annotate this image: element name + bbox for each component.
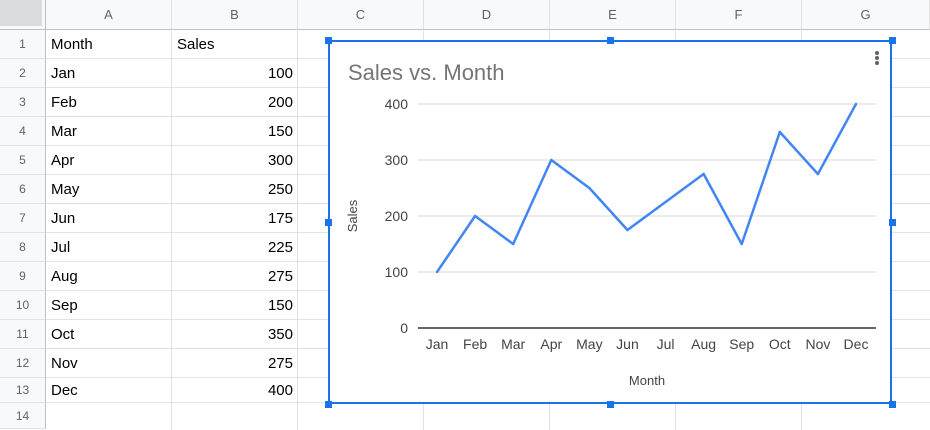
y-tick-label: 100 [385, 264, 409, 280]
cell-b10[interactable]: 150 [267, 297, 293, 314]
column-header-e[interactable]: E [550, 0, 676, 30]
x-tick-label: Aug [691, 336, 716, 352]
x-tick-label: Feb [463, 336, 487, 352]
cell-a5[interactable]: Apr [51, 152, 75, 169]
row-header-2[interactable]: 2 [0, 59, 46, 88]
data-point [664, 200, 667, 204]
cell-a8[interactable]: Jul [51, 239, 71, 256]
column-header-a[interactable]: A [46, 0, 172, 30]
column-header-b[interactable]: B [172, 0, 298, 30]
column-header-f[interactable]: F [676, 0, 802, 30]
column-header-g[interactable]: G [802, 0, 930, 30]
y-tick-label: 300 [385, 152, 409, 168]
cell-a1[interactable]: Month [51, 36, 93, 53]
cell-a12[interactable]: Nov [51, 355, 78, 372]
row-header-3[interactable]: 3 [0, 88, 46, 117]
resize-handle[interactable] [889, 37, 896, 44]
resize-handle[interactable] [325, 401, 332, 408]
x-tick-label: Mar [501, 336, 525, 352]
cell-b5[interactable]: 300 [267, 152, 293, 169]
data-point [588, 186, 591, 190]
data-point [626, 228, 629, 232]
cell-b2[interactable]: 100 [267, 65, 293, 82]
x-tick-label: Sep [729, 336, 754, 352]
cell-b8[interactable]: 225 [267, 239, 293, 256]
resize-handle[interactable] [607, 401, 614, 408]
cell-a3[interactable]: Feb [51, 94, 77, 111]
line-chart: Sales vs. Month 0 100 200 300 400 Jan Feb Mar Apr… [345, 60, 876, 388]
row-header-6[interactable]: 6 [0, 175, 46, 204]
y-tick-label: 400 [385, 96, 409, 112]
data-point [511, 242, 515, 246]
cell-b4[interactable]: 150 [267, 123, 293, 140]
x-axis-title: Month [629, 373, 665, 388]
row-header-10[interactable]: 10 [0, 291, 46, 320]
cell-b6[interactable]: 250 [267, 181, 293, 198]
cell-a4[interactable]: Mar [51, 123, 77, 140]
data-point [854, 102, 858, 106]
x-tick-label: Jul [657, 336, 675, 352]
cell-b3[interactable]: 200 [267, 94, 293, 111]
column-header-c[interactable]: C [298, 0, 424, 30]
row-header-1[interactable]: 1 [0, 30, 46, 59]
chart[interactable]: Sales vs. Month 0 100 200 300 400 Jan Feb Mar Apr… [328, 40, 892, 404]
chart-menu-icon[interactable] [874, 50, 880, 68]
chart-title: Sales vs. Month [348, 60, 505, 85]
x-tick-label: Jun [616, 336, 639, 352]
resize-handle[interactable] [889, 401, 896, 408]
cell-a11[interactable]: Oct [51, 326, 75, 343]
x-tick-label: Dec [844, 336, 869, 352]
resize-handle[interactable] [607, 37, 614, 44]
row-header-8[interactable]: 8 [0, 233, 46, 262]
data-point [702, 172, 705, 176]
x-tick-label: Apr [540, 336, 562, 352]
gridline-vertical [171, 30, 172, 430]
row-header-9[interactable]: 9 [0, 262, 46, 291]
gridline-vertical [297, 30, 298, 430]
x-tick-label: Oct [769, 336, 791, 352]
data-point [816, 172, 820, 176]
resize-handle[interactable] [889, 219, 896, 226]
resize-handle[interactable] [325, 37, 332, 44]
x-tick-label: May [576, 336, 602, 352]
cell-b7[interactable]: 175 [267, 210, 293, 227]
select-all-corner[interactable] [0, 0, 46, 30]
y-axis-title: Sales [345, 199, 360, 232]
cell-b1[interactable]: Sales [177, 36, 215, 53]
cell-a10[interactable]: Sep [51, 297, 78, 314]
row-header-12[interactable]: 12 [0, 349, 46, 378]
x-tick-label: Nov [805, 336, 830, 352]
y-tick-label: 200 [385, 208, 409, 224]
data-point [550, 158, 553, 162]
row-header-11[interactable]: 11 [0, 320, 46, 349]
data-point [740, 242, 743, 246]
cell-a13[interactable]: Dec [51, 382, 78, 399]
x-tick-label: Jan [426, 336, 449, 352]
cell-a2[interactable]: Jan [51, 65, 76, 82]
cell-a7[interactable]: Jun [51, 210, 76, 227]
column-header-d[interactable]: D [424, 0, 550, 30]
data-point [435, 270, 439, 274]
cell-b13[interactable]: 400 [267, 382, 293, 399]
row-header-5[interactable]: 5 [0, 146, 46, 175]
row-header-7[interactable]: 7 [0, 204, 46, 233]
row-header-14[interactable]: 14 [0, 403, 46, 429]
resize-handle[interactable] [325, 219, 332, 226]
cell-a9[interactable]: Aug [51, 268, 78, 285]
cell-b11[interactable]: 350 [267, 326, 293, 343]
data-point [778, 130, 782, 134]
row-header-13[interactable]: 13 [0, 378, 46, 403]
cell-b9[interactable]: 275 [267, 268, 293, 285]
cell-b12[interactable]: 275 [267, 355, 293, 372]
data-point [473, 214, 477, 218]
select-all-marker [0, 0, 42, 26]
cell-a6[interactable]: May [51, 181, 80, 198]
y-tick-label: 0 [400, 320, 408, 336]
series-line [435, 103, 858, 273]
row-header-4[interactable]: 4 [0, 117, 46, 146]
